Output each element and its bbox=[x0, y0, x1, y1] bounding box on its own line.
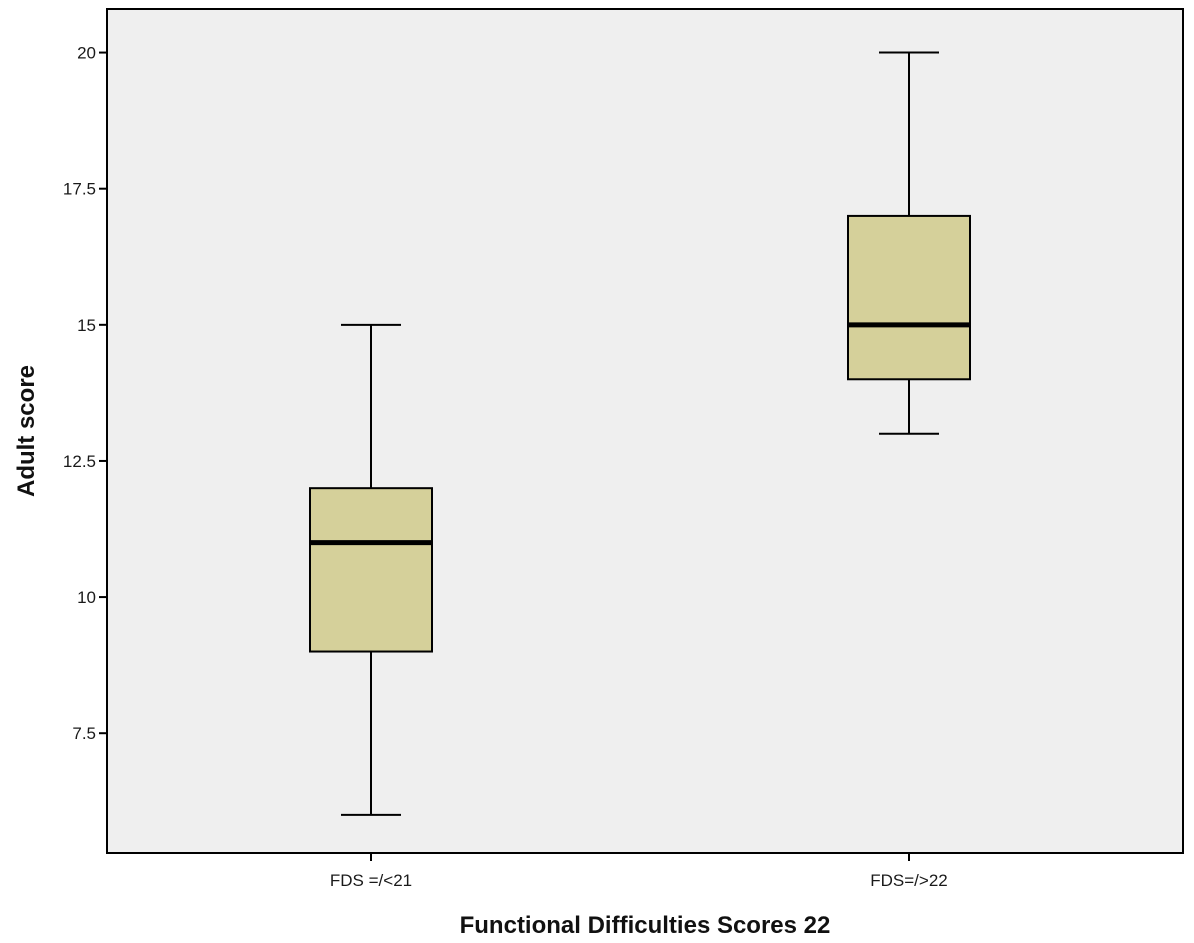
y-tick-label: 20 bbox=[77, 44, 96, 63]
y-tick-label: 12.5 bbox=[63, 452, 96, 471]
x-axis: FDS =/<21 FDS=/>22 bbox=[330, 853, 948, 890]
box-group bbox=[847, 51, 971, 435]
x-tick-label: FDS=/>22 bbox=[870, 871, 948, 890]
x-axis-title: Functional Difficulties Scores 22 bbox=[460, 912, 831, 939]
y-tick-label: 10 bbox=[77, 588, 96, 607]
y-tick-label: 7.5 bbox=[72, 724, 96, 743]
y-tick-label: 17.5 bbox=[63, 180, 96, 199]
y-axis: 7.5 10 12.5 15 17.5 20 bbox=[63, 44, 107, 743]
y-axis-title: Adult score bbox=[13, 365, 40, 497]
boxes bbox=[309, 51, 971, 816]
box-group bbox=[309, 323, 433, 816]
y-tick-label: 15 bbox=[77, 316, 96, 335]
plot-area bbox=[106, 8, 1184, 854]
box-iqr bbox=[847, 214, 971, 381]
x-tick-label: FDS =/<21 bbox=[330, 871, 412, 890]
box-iqr bbox=[309, 487, 433, 653]
